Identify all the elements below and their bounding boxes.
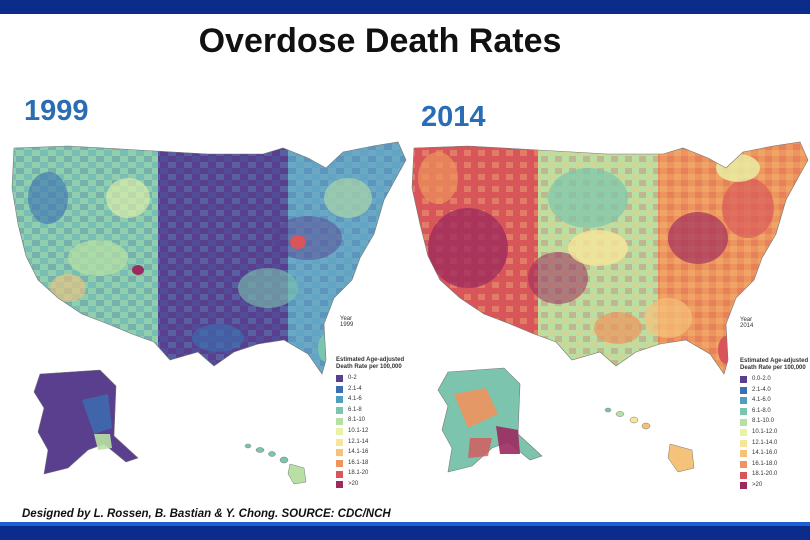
legend-label: 12.1-14	[348, 438, 369, 445]
legend-item: 16.1-18	[336, 458, 406, 469]
legend-item: >20	[336, 479, 406, 490]
legend-label: >20	[348, 481, 359, 488]
map-2014-legend-title: Estimated Age-adjusted Death Rate per 10…	[740, 358, 809, 372]
legend-swatch	[740, 439, 747, 447]
top-frame-bar	[0, 0, 810, 14]
legend-item: 18.1-20.0	[740, 470, 810, 481]
legend-label: 12.1-14.0	[752, 439, 778, 446]
legend-label: 4.1-6.0	[752, 397, 771, 404]
legend-item: 0.0-2.0	[740, 374, 810, 385]
legend-item: >20	[740, 480, 810, 491]
legend-label: 0.0-2.0	[752, 376, 771, 383]
legend-swatch	[740, 386, 747, 394]
legend-label: 18.1-20.0	[752, 471, 778, 478]
legend-label: 10.1-12.0	[752, 429, 778, 436]
legend-label: >20	[752, 482, 763, 489]
legend-label: 16.1-18.0	[752, 460, 778, 467]
bottom-accent-bar	[0, 522, 810, 526]
legend-swatch	[336, 396, 343, 404]
legend-item: 6.1-8	[336, 405, 406, 416]
legend-item: 4.1-6	[336, 395, 406, 406]
legend-item: 2.1-4.0	[740, 385, 810, 396]
legend-item: 18.1-20	[336, 469, 406, 480]
bottom-frame-bar	[0, 526, 810, 540]
map-2014-heading: 2014	[421, 101, 486, 133]
legend-label: 2.1-4	[348, 385, 362, 392]
map-2014-year-caption: Year 2014	[740, 317, 753, 329]
legend-item: 8.1-10.0	[740, 417, 810, 428]
alaska-1999	[33, 369, 139, 475]
legend-label: 18.1-20	[348, 470, 369, 477]
map-1999-legend-title: Estimated Age-adjusted Death Rate per 10…	[336, 357, 405, 371]
legend-swatch	[336, 375, 343, 383]
legend-label: 14.1-16	[348, 449, 369, 456]
legend-swatch	[336, 406, 343, 414]
legend-item: 16.1-18.0	[740, 459, 810, 470]
legend-swatch	[336, 438, 343, 446]
legend-item: 10.1-12	[336, 426, 406, 437]
map-2014-year-caption-label: Year	[740, 317, 753, 323]
legend-label: 16.1-18	[348, 459, 369, 466]
legend-swatch	[740, 471, 747, 479]
hawaii-1999	[244, 443, 307, 485]
legend-swatch	[740, 397, 747, 405]
map-1999-legend: Estimated Age-adjusted Death Rate per 10…	[336, 357, 406, 490]
legend-swatch	[336, 449, 343, 457]
legend-swatch	[740, 482, 747, 490]
us-map-1999	[11, 141, 407, 485]
legend-item: 8.1-10	[336, 416, 406, 427]
legend-label: 6.1-8	[348, 406, 362, 413]
legend-swatch	[740, 460, 747, 468]
legend-swatch	[740, 418, 747, 426]
alaska-2014	[437, 367, 543, 473]
legend-swatch	[740, 450, 747, 458]
hawaii-2014	[604, 407, 695, 473]
legend-swatch	[740, 407, 747, 415]
map-1999-legend-rows: 0-2 2.1-4 4.1-6 6.1-8 8.1-10 10.1-12 12.1-14 14…	[336, 373, 406, 490]
legend-label: 14.1-16.0	[752, 450, 778, 457]
legend-item: 14.1-16.0	[740, 449, 810, 460]
legend-swatch	[336, 470, 343, 478]
map-2014-year-caption-value: 2014	[740, 323, 754, 329]
legend-label: 0-2	[348, 375, 357, 382]
legend-item: 12.1-14.0	[740, 438, 810, 449]
legend-item: 4.1-6.0	[740, 396, 810, 407]
legend-label: 6.1-8.0	[752, 407, 771, 414]
legend-swatch	[336, 417, 343, 425]
legend-item: 14.1-16	[336, 448, 406, 459]
legend-label: 2.1-4.0	[752, 386, 771, 393]
legend-swatch	[336, 428, 343, 436]
us-map-2014	[411, 141, 809, 473]
legend-label: 8.1-10	[348, 417, 366, 424]
legend-label: 10.1-12	[348, 428, 369, 435]
legend-label: 4.1-6	[348, 396, 362, 403]
map-1999-year-caption-label: Year	[340, 316, 353, 322]
legend-item: 2.1-4	[336, 384, 406, 395]
legend-item: 12.1-14	[336, 437, 406, 448]
map-2014-legend-rows: 0.0-2.0 2.1-4.0 4.1-6.0 6.1-8.0 8.1-10.0 10.1…	[740, 374, 810, 491]
map-1999-year-caption: Year 1999	[340, 316, 353, 328]
legend-swatch	[336, 481, 343, 489]
source-credit: Designed by L. Rossen, B. Bastian & Y. C…	[22, 508, 391, 520]
legend-swatch	[336, 385, 343, 393]
legend-label: 8.1-10.0	[752, 418, 775, 425]
legend-swatch	[336, 459, 343, 467]
map-1999-year-caption-value: 1999	[340, 322, 354, 328]
legend-item: 10.1-12.0	[740, 427, 810, 438]
legend-item: 0-2	[336, 373, 406, 384]
legend-swatch	[740, 429, 747, 437]
map-2014-legend: Estimated Age-adjusted Death Rate per 10…	[740, 358, 810, 491]
map-1999-heading: 1999	[24, 95, 89, 127]
legend-swatch	[740, 376, 747, 384]
legend-item: 6.1-8.0	[740, 406, 810, 417]
page-title: Overdose Death Rates	[198, 22, 562, 60]
